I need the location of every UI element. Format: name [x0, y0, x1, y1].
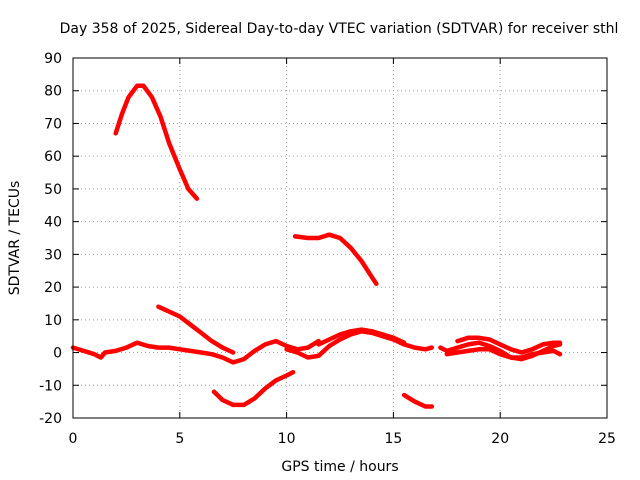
series-arc-7 — [316, 327, 407, 347]
x-tick-label: 25 — [598, 431, 616, 447]
y-tick-label: 0 — [53, 346, 62, 362]
series-arc-8 — [401, 392, 435, 409]
x-axis-label: GPS time / hours — [281, 459, 398, 475]
y-tick-label: 10 — [44, 313, 62, 329]
series-arc-5 — [292, 232, 379, 287]
y-tick-label: -10 — [39, 378, 62, 394]
plot-frame — [72, 57, 608, 419]
series-group — [70, 83, 563, 409]
series-arc-4 — [211, 369, 296, 408]
x-tick-label: 0 — [69, 431, 78, 447]
series-arc-11 — [444, 347, 563, 360]
y-tick-label: 90 — [44, 51, 62, 67]
y-tick-label: 40 — [44, 215, 62, 231]
series-arc-2 — [113, 83, 200, 201]
series-arc-3 — [156, 304, 236, 355]
y-axis-label: SDTVAR / TECUs — [7, 181, 23, 296]
x-tick-label: 10 — [278, 431, 296, 447]
series-arc-10 — [455, 335, 563, 355]
y-tick-label: 60 — [44, 149, 62, 165]
x-tick-label: 15 — [384, 431, 402, 447]
y-tick-label: 20 — [44, 280, 62, 296]
x-tick-label: 5 — [175, 431, 184, 447]
y-tick-label: 80 — [44, 84, 62, 100]
axis-ticks — [72, 57, 608, 419]
y-tick-label: 50 — [44, 182, 62, 198]
x-tick-label: 20 — [491, 431, 509, 447]
series-arc-1 — [70, 338, 321, 365]
y-tick-label: 30 — [44, 247, 62, 263]
tick-labels: 0 5 10 15 20 25 -20 -10 0 10 20 30 40 50 60 70 80 90 — [39, 51, 616, 447]
series-arc-6 — [284, 329, 435, 360]
y-tick-label: -20 — [39, 411, 62, 427]
chart-title: Day 358 of 2025, Sidereal Day-to-day VTE… — [60, 21, 619, 37]
y-tick-label: 70 — [44, 116, 62, 132]
